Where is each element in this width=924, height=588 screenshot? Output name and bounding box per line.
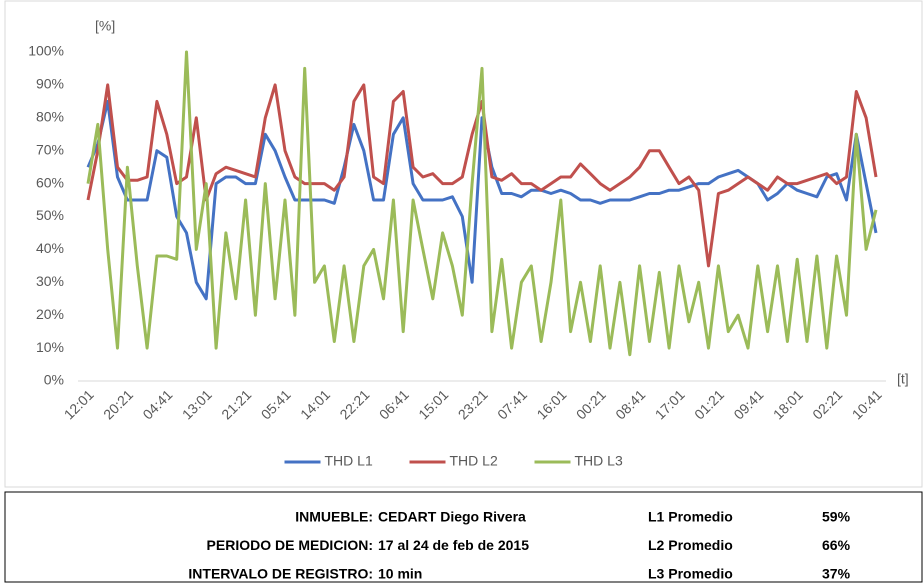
table-cell: 17 al 24 de feb de 2015 [378,537,529,553]
y-tick-label: 20% [36,306,64,322]
table-cell: 59% [822,509,851,525]
x-axis-label: [t] [897,371,909,387]
y-tick-label: 50% [36,207,64,223]
table-cell: INTERVALO DE REGISTRO: [188,566,373,582]
series-line [86,99,878,301]
legend-label: THD L1 [325,453,373,469]
y-tick-label: 100% [28,43,64,59]
table-cell: INMUEBLE: [295,509,373,525]
table-cell: 10 min [378,566,422,582]
info-table: INMUEBLE: CEDART Diego Rivera L1 Promedio 5… [4,491,923,583]
y-tick-label: 70% [36,141,64,157]
table-cell: CEDART Diego Rivera [378,509,526,525]
legend-label: THD L3 [575,453,623,469]
table-cell: L1 Promedio [648,509,733,525]
y-tick-label: 60% [36,174,64,190]
y-axis-label: [%] [95,18,115,34]
y-tick-label: 90% [36,76,64,92]
table-cell: L2 Promedio [648,537,733,553]
table-frame [4,491,923,583]
y-tick-label: 30% [36,273,64,289]
table-cell: 37% [822,566,851,582]
y-tick-label: 10% [36,339,64,355]
y-tick-label: 80% [36,109,64,125]
chart-frame [4,0,923,488]
y-tick-label: 0% [44,372,64,388]
table-cell: L3 Promedio [648,566,733,582]
table-cell: PERIODO DE MEDICION: [207,537,373,553]
legend-label: THD L2 [450,453,498,469]
series-line [86,50,878,357]
y-tick-label: 40% [36,240,64,256]
table-cell: 66% [822,537,851,553]
